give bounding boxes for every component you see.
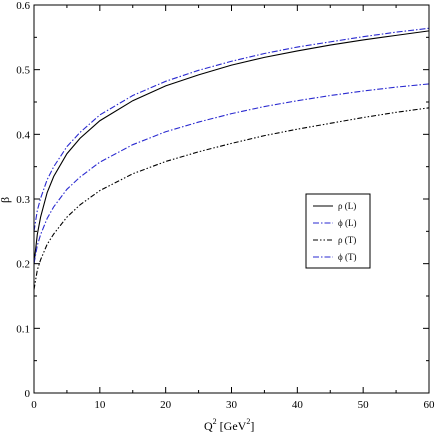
series-line-1-l (33, 27, 430, 232)
series-line-2-t (33, 107, 430, 290)
x-axis-ticks: 0 10 20 30 40 50 60 (31, 5, 435, 411)
x-axis-label-unit-close: ] (250, 419, 254, 433)
y-tick-label: 0.6 (16, 0, 30, 12)
series-line-0-l (33, 30, 430, 264)
legend-label-1: ϕ (L) (338, 218, 356, 228)
y-tick-label: 0.5 (16, 65, 30, 77)
x-tick-label: 10 (94, 399, 106, 411)
x-tick-label: 20 (160, 399, 172, 411)
legend: ρ (L) ϕ (L) ρ (T) ϕ (T) (305, 193, 371, 269)
series-layer (33, 27, 430, 290)
x-axis-label-sup: 2 (213, 417, 217, 426)
x-tick-label: 0 (31, 399, 37, 411)
y-tick-label: 0.1 (16, 323, 30, 335)
x-axis-label: Q2 [GeV2] (204, 417, 254, 433)
x-axis-label-unit: [GeV (217, 419, 247, 433)
x-tick-label: 40 (292, 399, 304, 411)
y-tick-label: 0.3 (16, 194, 30, 206)
y-tick-label: 0 (25, 388, 31, 400)
x-tick-label: 60 (424, 399, 436, 411)
series-line-3-t (33, 83, 430, 264)
y-axis-ticks: 0 0.1 0.2 0.3 0.4 0.5 0.6 (16, 0, 429, 400)
x-tick-label: 30 (226, 399, 238, 411)
y-axis-label: β (0, 197, 12, 203)
legend-label-2: ρ (T) (338, 235, 356, 245)
y-tick-label: 0.4 (16, 129, 30, 141)
x-axis-label-base: Q (204, 419, 213, 433)
x-tick-label: 50 (358, 399, 370, 411)
legend-label-3: ϕ (T) (338, 252, 356, 262)
y-tick-label: 0.2 (16, 259, 30, 271)
x-axis-label-unit-sup: 2 (246, 417, 250, 426)
legend-label-0: ρ (L) (338, 201, 356, 211)
